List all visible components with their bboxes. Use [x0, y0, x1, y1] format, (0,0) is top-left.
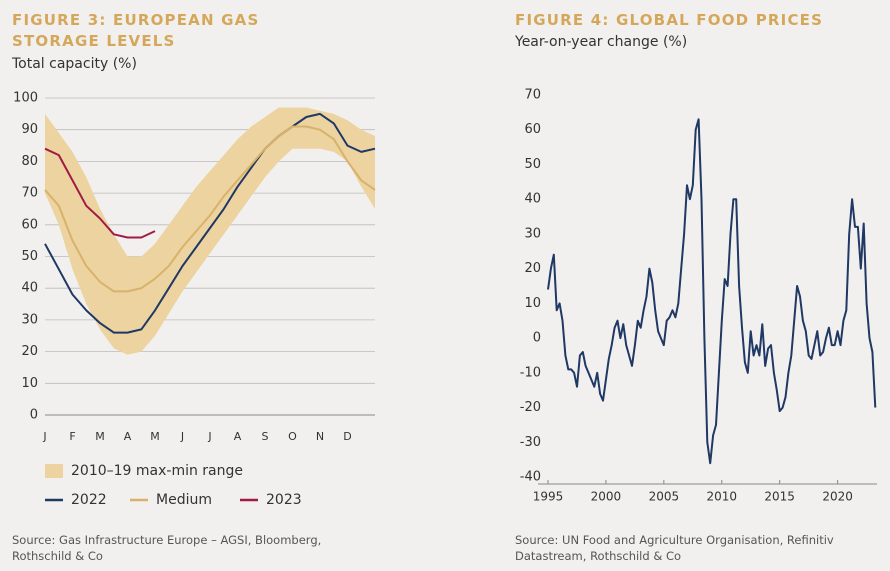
- y-tick-label: 0: [30, 408, 38, 423]
- y-tick-label: 50: [524, 157, 541, 172]
- x-tick-label: M: [95, 430, 105, 443]
- y-tick-label: 0: [533, 331, 541, 346]
- data-line: [44, 112, 376, 334]
- x-tick-label: 2015: [764, 490, 795, 504]
- y-tick-label: 20: [524, 261, 541, 276]
- x-tick-label: O: [288, 430, 297, 443]
- x-tick-label: F: [69, 430, 75, 443]
- y-tick-label: 60: [21, 217, 38, 232]
- data-line: [547, 118, 877, 465]
- y-tick-label: 30: [524, 226, 541, 241]
- y-tick-label: 10: [524, 296, 541, 311]
- y-tick-label: 80: [21, 154, 38, 169]
- chart-subtitle: Year-on-year change (%): [515, 34, 688, 50]
- y-tick-label: 20: [21, 344, 38, 359]
- x-tick-label: D: [343, 430, 351, 443]
- y-tick-label: 100: [13, 91, 38, 106]
- y-tick-label: 10: [21, 376, 38, 391]
- y-tick-label: -40: [520, 470, 541, 485]
- legend-label: 2023: [266, 492, 302, 508]
- x-tick-label: A: [124, 430, 132, 443]
- chart-title: FIGURE 4: GLOBAL FOOD PRICES: [515, 11, 824, 29]
- legend-swatch: [45, 464, 63, 478]
- legend-label: 2022: [71, 492, 107, 508]
- range-band: [45, 107, 375, 355]
- y-tick-label: -10: [520, 365, 541, 380]
- y-tick-label: 70: [524, 87, 541, 102]
- x-tick-label: S: [262, 430, 269, 443]
- x-tick-label: J: [42, 430, 46, 443]
- chart-subtitle: Total capacity (%): [12, 56, 137, 72]
- x-tick-label: N: [316, 430, 324, 443]
- y-tick-label: 70: [21, 186, 38, 201]
- legend-label: 2010–19 max-min range: [71, 463, 243, 479]
- x-tick-label: J: [180, 430, 184, 443]
- y-tick-label: 40: [524, 192, 541, 207]
- y-tick-label: 50: [21, 249, 38, 264]
- x-tick-label: 2000: [591, 490, 622, 504]
- y-tick-label: 40: [21, 281, 38, 296]
- y-tick-label: -20: [520, 400, 541, 415]
- x-tick-label: 1995: [533, 490, 564, 504]
- x-tick-label: 2010: [706, 490, 737, 504]
- data-line: [44, 125, 376, 293]
- y-tick-label: 30: [21, 312, 38, 327]
- data-line: [44, 147, 156, 239]
- x-tick-label: A: [234, 430, 242, 443]
- x-tick-label: M: [150, 430, 160, 443]
- y-tick-label: 60: [524, 122, 541, 137]
- source-note: Source: UN Food and Agriculture Organisa…: [515, 533, 834, 563]
- source-note: Source: Gas Infrastructure Europe – AGSI…: [12, 533, 322, 563]
- legend-label: Medium: [156, 492, 212, 508]
- y-tick-label: -30: [520, 435, 541, 450]
- y-tick-label: 90: [21, 122, 38, 137]
- x-tick-label: 2005: [649, 490, 680, 504]
- chart-title: FIGURE 3: EUROPEAN GAS STORAGE LEVELS: [12, 11, 260, 50]
- x-tick-label: J: [207, 430, 211, 443]
- x-tick-label: 2020: [822, 490, 853, 504]
